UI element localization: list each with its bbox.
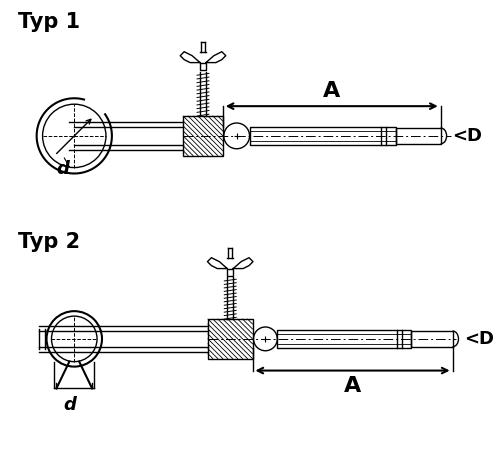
Text: Typ 1: Typ 1 [18, 12, 80, 32]
Text: <D: <D [464, 330, 494, 348]
Bar [411, 331, 453, 347]
Text: d: d [63, 396, 76, 414]
Text: Typ 2: Typ 2 [18, 232, 80, 252]
Bar [278, 330, 411, 348]
Bar [200, 63, 206, 70]
Bar [208, 319, 252, 359]
Text: A: A [323, 81, 340, 101]
Text: A: A [344, 375, 361, 396]
Bar [250, 127, 396, 145]
Bar [228, 269, 233, 275]
Bar [396, 128, 440, 144]
Bar [183, 116, 223, 156]
Text: <D: <D [452, 127, 482, 145]
Text: d: d [56, 160, 69, 178]
